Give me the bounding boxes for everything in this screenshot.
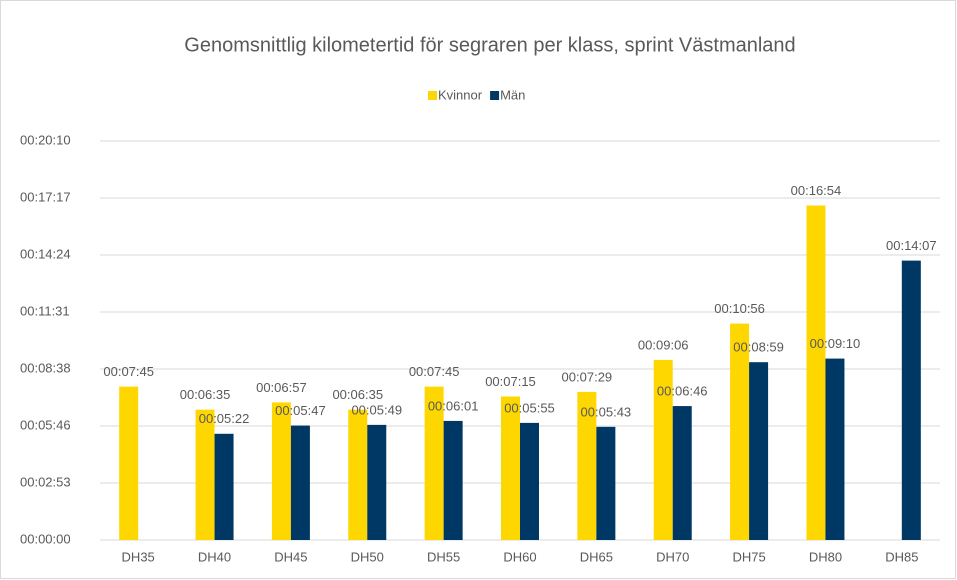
x-tick-label: DH55 [427, 549, 460, 564]
legend-label: Kvinnor [438, 87, 483, 102]
bar [195, 409, 215, 540]
data-label: 00:07:15 [485, 374, 536, 389]
x-tick-label: DH70 [656, 549, 689, 564]
data-label: 00:06:01 [428, 398, 479, 413]
bar [367, 424, 387, 540]
data-label: 00:06:57 [256, 380, 307, 395]
x-tick-label: DH60 [503, 549, 536, 564]
data-label: 00:05:43 [581, 404, 632, 419]
data-label: 00:06:46 [657, 384, 708, 399]
bar [348, 409, 368, 540]
bar [290, 425, 310, 540]
data-label: 00:07:45 [409, 364, 460, 379]
data-label: 00:09:10 [810, 336, 861, 351]
data-label: 00:09:06 [638, 337, 689, 352]
bar [596, 426, 616, 540]
data-label: 00:07:29 [562, 369, 613, 384]
bar [825, 358, 845, 540]
data-label: 00:14:07 [886, 238, 937, 253]
bar [730, 323, 750, 540]
bar [577, 391, 597, 540]
data-label: 00:06:35 [332, 387, 383, 402]
bar [520, 422, 539, 540]
data-label: 00:05:22 [199, 411, 250, 426]
y-tick-label: 00:11:31 [20, 303, 70, 318]
legend-swatch [490, 91, 500, 100]
bar [119, 386, 139, 540]
data-label: 00:16:54 [791, 183, 842, 198]
y-tick-label: 00:14:24 [20, 246, 71, 261]
y-tick-label: 00:05:46 [20, 417, 71, 432]
y-tick-label: 00:20:10 [20, 132, 71, 147]
legend-label: Män [500, 87, 525, 102]
y-tick-label: 00:08:38 [20, 360, 71, 375]
bar [443, 420, 463, 540]
x-tick-label: DH65 [580, 549, 613, 564]
bar [653, 359, 673, 540]
x-tick-label: DH80 [809, 549, 842, 564]
y-tick-label: 00:00:00 [20, 531, 71, 546]
data-label: 00:05:55 [504, 400, 555, 415]
bar [424, 386, 444, 540]
chart-title: Genomsnittlig kilometertid för segraren … [184, 34, 795, 56]
bar [901, 260, 921, 540]
x-tick-label: DH50 [351, 549, 384, 564]
x-tick-label: DH75 [732, 549, 765, 564]
bar [501, 396, 520, 540]
bar [214, 433, 234, 540]
y-tick-label: 00:17:17 [20, 189, 71, 204]
x-tick-label: DH85 [885, 549, 918, 564]
bar [672, 406, 692, 540]
data-label: 00:06:35 [180, 387, 231, 402]
x-tick-label: DH40 [198, 549, 231, 564]
data-label: 00:05:47 [275, 403, 326, 418]
y-tick-label: 00:02:53 [20, 474, 71, 489]
legend-swatch [428, 91, 437, 100]
data-label: 00:07:45 [103, 364, 154, 379]
bar [806, 205, 826, 541]
bar [749, 362, 769, 540]
x-tick-label: DH45 [274, 549, 307, 564]
bar [271, 402, 291, 540]
data-label: 00:05:49 [351, 402, 402, 417]
data-label: 00:08:59 [733, 340, 784, 355]
data-label: 00:10:56 [714, 301, 765, 316]
x-tick-label: DH35 [122, 549, 155, 564]
